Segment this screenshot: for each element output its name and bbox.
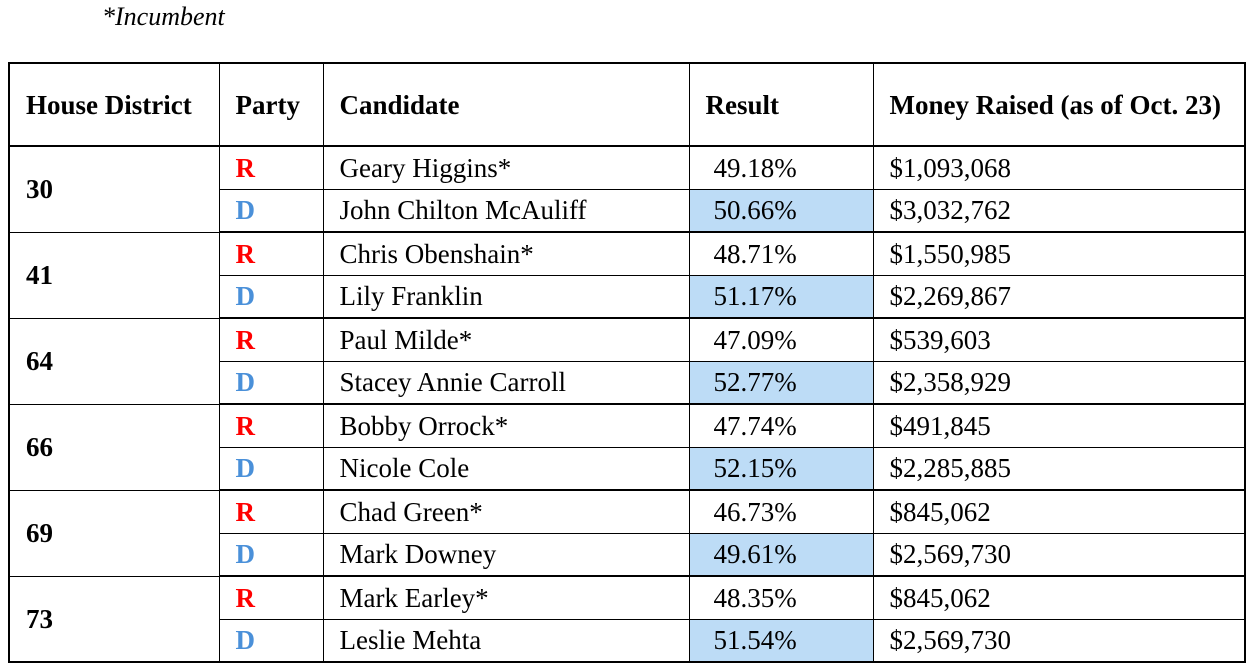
election-results-table: House District Party Candidate Result Mo… <box>8 62 1246 663</box>
result-percent: 50.66% <box>688 188 874 233</box>
district-number: 41 <box>8 231 220 319</box>
money-raised: $2,569,730 <box>872 532 1246 577</box>
result-percent: 49.18% <box>688 145 874 190</box>
party-badge: R <box>218 317 324 362</box>
candidate-name: Chris Obenshain* <box>322 231 690 276</box>
candidate-name: Paul Milde* <box>322 317 690 362</box>
result-percent: 48.71% <box>688 231 874 276</box>
table-row: 69 R Chad Green* 46.73% $845,062 <box>8 489 1246 577</box>
result-percent: 51.17% <box>688 274 874 319</box>
result-percent: 51.54% <box>688 618 874 663</box>
result-percent: 47.74% <box>688 403 874 448</box>
district-number: 73 <box>8 575 220 663</box>
table-row: 41 R Chris Obenshain* 48.71% $1,550,985 <box>8 231 1246 319</box>
result-percent: 52.77% <box>688 360 874 405</box>
party-badge: D <box>218 446 324 491</box>
money-raised: $2,358,929 <box>872 360 1246 405</box>
header-money: Money Raised (as of Oct. 23) <box>872 62 1246 147</box>
candidate-name: Geary Higgins* <box>322 145 690 190</box>
candidate-name: Mark Downey <box>322 532 690 577</box>
table-row: D Nicole Cole 52.15% $2,285,885 <box>9 446 1246 491</box>
party-badge: R <box>218 231 324 276</box>
money-raised: $845,062 <box>872 575 1246 620</box>
party-badge: R <box>218 145 324 190</box>
table-row: D Stacey Annie Carroll 52.77% $2,358,929 <box>9 360 1246 405</box>
party-badge: R <box>218 575 324 620</box>
candidate-name: Chad Green* <box>322 489 690 534</box>
table-row: 30 R Geary Higgins* 49.18% $1,093,068 <box>8 145 1246 233</box>
candidate-name: John Chilton McAuliff <box>322 188 690 233</box>
result-percent: 48.35% <box>688 575 874 620</box>
header-candidate: Candidate <box>322 62 690 147</box>
result-percent: 52.15% <box>688 446 874 491</box>
table-row: 64 R Paul Milde* 47.09% $539,603 <box>8 317 1246 405</box>
header-result: Result <box>688 62 874 147</box>
table-row: D Lily Franklin 51.17% $2,269,867 <box>9 274 1246 319</box>
result-percent: 49.61% <box>688 532 874 577</box>
district-number: 69 <box>8 489 220 577</box>
money-raised: $2,569,730 <box>872 618 1246 663</box>
party-badge: D <box>218 360 324 405</box>
table-row: 73 R Mark Earley* 48.35% $845,062 <box>8 575 1246 663</box>
district-number: 66 <box>8 403 220 491</box>
header-party: Party <box>218 62 324 147</box>
party-badge: D <box>218 618 324 663</box>
money-raised: $845,062 <box>872 489 1246 534</box>
header-row: House District Party Candidate Result Mo… <box>8 62 1246 147</box>
candidate-name: Leslie Mehta <box>322 618 690 663</box>
candidate-name: Mark Earley* <box>322 575 690 620</box>
money-raised: $2,285,885 <box>872 446 1246 491</box>
money-raised: $539,603 <box>872 317 1246 362</box>
party-badge: R <box>218 403 324 448</box>
party-badge: D <box>218 274 324 319</box>
money-raised: $2,269,867 <box>872 274 1246 319</box>
table-row: D Mark Downey 49.61% $2,569,730 <box>9 532 1246 577</box>
result-percent: 47.09% <box>688 317 874 362</box>
party-badge: D <box>218 532 324 577</box>
table-row: D Leslie Mehta 51.54% $2,569,730 <box>9 618 1246 663</box>
party-badge: R <box>218 489 324 534</box>
money-raised: $491,845 <box>872 403 1246 448</box>
table-row: 66 R Bobby Orrock* 47.74% $491,845 <box>8 403 1246 491</box>
candidate-name: Lily Franklin <box>322 274 690 319</box>
candidate-name: Nicole Cole <box>322 446 690 491</box>
district-number: 64 <box>8 317 220 405</box>
result-percent: 46.73% <box>688 489 874 534</box>
table-row: D John Chilton McAuliff 50.66% $3,032,762 <box>9 188 1246 233</box>
money-raised: $3,032,762 <box>872 188 1246 233</box>
district-number: 30 <box>8 145 220 233</box>
candidate-name: Stacey Annie Carroll <box>322 360 690 405</box>
incumbent-note: *Incumbent <box>102 2 225 31</box>
header-district: House District <box>8 62 220 147</box>
money-raised: $1,093,068 <box>872 145 1246 190</box>
candidate-name: Bobby Orrock* <box>322 403 690 448</box>
money-raised: $1,550,985 <box>872 231 1246 276</box>
party-badge: D <box>218 188 324 233</box>
